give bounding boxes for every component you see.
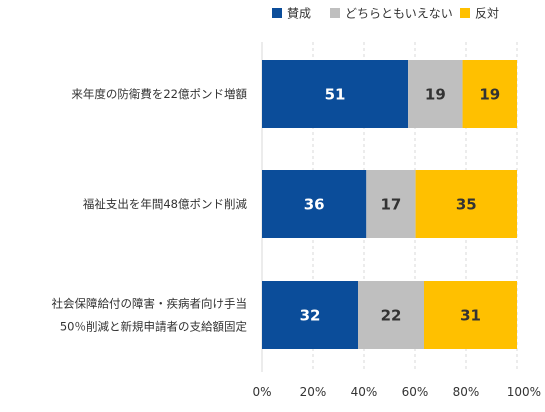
data-label: 36 <box>304 196 325 214</box>
legend-label: 反対 <box>475 7 499 21</box>
bar-segment <box>358 281 424 349</box>
category-labels: 来年度の防衛費を22億ポンド増額福祉支出を年間48億ポンド削減社会保障給付の障害… <box>52 87 248 334</box>
x-tick-label: 80% <box>453 385 480 399</box>
data-label: 17 <box>381 196 402 214</box>
data-label: 22 <box>381 307 402 325</box>
bar-segment <box>262 60 409 128</box>
x-tick-label: 20% <box>300 385 327 399</box>
x-tick-label: 60% <box>402 385 429 399</box>
legend-swatch <box>460 8 470 18</box>
bar-segment <box>366 170 416 238</box>
bar-segment <box>462 60 517 128</box>
data-label: 19 <box>425 86 446 104</box>
legend: 賛成 どちらともいえない 反対 <box>272 7 499 21</box>
bar-segment <box>424 281 517 349</box>
data-label: 31 <box>460 307 481 325</box>
legend-label: どちらともいえない <box>345 7 453 21</box>
data-label: 19 <box>479 86 500 104</box>
bar-segment <box>262 281 358 349</box>
category-label: 福祉支出を年間48億ポンド削減 <box>83 197 248 211</box>
bar-segment <box>415 170 517 238</box>
bar-segment <box>408 60 463 128</box>
legend-label: 賛成 <box>287 7 311 21</box>
data-label: 35 <box>456 196 477 214</box>
legend-swatch <box>330 8 340 18</box>
category-label: 50％削減と新規申請者の支給額固定 <box>60 320 248 334</box>
data-label: 32 <box>300 307 321 325</box>
x-tick-labels: 0% 20% 40% 60% 80% 100% <box>252 385 541 399</box>
data-label: 51 <box>325 86 346 104</box>
bars: 51 19 19 36 17 35 32 22 31 <box>262 60 517 349</box>
x-tick-label: 0% <box>252 385 271 399</box>
x-tick-label: 100% <box>507 385 541 399</box>
category-label: 社会保障給付の障害・疾病者向け手当 <box>52 297 248 311</box>
legend-swatch <box>272 8 282 18</box>
x-tick-label: 40% <box>351 385 378 399</box>
bar-segment <box>262 170 367 238</box>
category-label: 来年度の防衛費を22億ポンド増額 <box>71 87 247 101</box>
